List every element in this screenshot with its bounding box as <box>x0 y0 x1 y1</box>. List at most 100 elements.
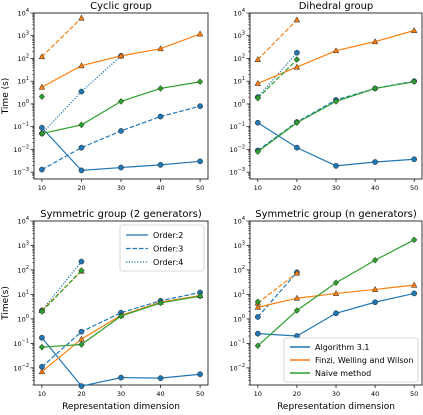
series-naive-order-2 <box>38 292 204 351</box>
data-point <box>196 30 204 37</box>
data-point <box>197 371 203 378</box>
data-point <box>38 83 46 90</box>
data-point <box>332 47 340 54</box>
y-tick-label: 104 <box>234 8 245 18</box>
y-tick-label: 100 <box>234 99 245 109</box>
data-point <box>157 45 164 52</box>
series-line <box>41 291 201 368</box>
data-point <box>78 328 85 335</box>
data-point <box>118 164 124 171</box>
data-point <box>293 119 301 127</box>
x-tick-label: 50 <box>410 184 418 192</box>
series-line <box>41 294 201 373</box>
x-tick-label: 10 <box>38 390 46 398</box>
chart-title: Dihedral group <box>299 1 374 12</box>
data-point <box>254 314 261 320</box>
x-tick-label: 20 <box>293 184 301 192</box>
data-point <box>294 144 300 151</box>
legend-label: Finzi, Welling and Wilson <box>315 356 413 365</box>
data-point <box>293 16 301 23</box>
data-point <box>78 121 85 129</box>
y-tick-label: 10−3 <box>229 167 245 177</box>
x-tick-label: 10 <box>254 184 262 192</box>
series-finzi-order-2 <box>38 292 204 375</box>
y-tick-label: 10−2 <box>229 144 245 154</box>
series-naive-order-3 <box>254 56 301 102</box>
data-point <box>78 167 85 174</box>
legend-label: Algorithm 3.1 <box>315 343 369 352</box>
y-tick-label: 103 <box>234 240 245 250</box>
data-point <box>39 334 45 341</box>
legend: Order:2 Order:3 Order:4 <box>119 224 205 272</box>
data-point <box>332 98 340 105</box>
data-point <box>254 330 261 337</box>
series-line <box>41 55 122 134</box>
data-point <box>78 14 85 21</box>
data-point <box>254 298 261 306</box>
data-point <box>254 119 261 126</box>
data-point <box>39 124 45 131</box>
series-naive-order-2 <box>38 78 204 137</box>
y-tick-label: 103 <box>18 240 29 250</box>
chart-title: Cyclic group <box>90 1 152 12</box>
y-tick-label: 101 <box>18 76 29 86</box>
data-point <box>78 267 85 274</box>
chart-title: Symmetric group (n generators) <box>255 209 417 220</box>
series-line <box>41 261 82 311</box>
legend-box <box>119 224 205 272</box>
data-point <box>254 55 262 62</box>
plot-frame <box>249 12 423 180</box>
data-point <box>196 78 204 86</box>
x-tick-label: 50 <box>410 390 418 398</box>
data-point <box>78 383 85 389</box>
x-tick-label: 50 <box>196 390 204 398</box>
data-point <box>157 162 164 168</box>
series-naive-order-3 <box>38 93 46 100</box>
data-point <box>118 128 124 134</box>
y-tick-label: 101 <box>18 289 29 299</box>
data-point <box>294 49 300 56</box>
data-point <box>411 290 418 297</box>
data-point <box>293 63 301 70</box>
series-algorithm-order-3 <box>254 269 300 320</box>
chart-title: Symmetric group (2 generators) <box>40 209 202 220</box>
data-point <box>117 312 125 320</box>
x-tick-label: 20 <box>293 390 301 398</box>
y-tick-label: 101 <box>234 76 245 86</box>
series-line <box>257 272 298 304</box>
y-tick-label: 104 <box>234 216 245 226</box>
x-tick-label: 40 <box>371 390 379 398</box>
plot-frame <box>33 12 209 180</box>
y-tick-label: 100 <box>234 314 245 324</box>
x-tick-label: 50 <box>196 184 204 192</box>
x-tick-label: 20 <box>77 184 85 192</box>
data-point <box>38 343 46 351</box>
y-tick-label: 102 <box>18 265 29 275</box>
data-point <box>254 79 262 86</box>
x-tick-label: 10 <box>38 184 46 192</box>
data-point <box>118 374 124 381</box>
legend-label: Order:2 <box>153 231 183 240</box>
y-tick-label: 10−1 <box>229 122 245 132</box>
series-line <box>41 127 201 171</box>
data-point <box>197 158 203 165</box>
legend-box <box>283 337 419 383</box>
series-line <box>257 80 415 151</box>
series-line <box>41 33 201 88</box>
data-point <box>293 56 301 63</box>
data-point <box>38 130 46 137</box>
data-point <box>411 78 418 86</box>
data-point <box>38 368 46 375</box>
y-tick-label: 100 <box>18 99 29 109</box>
legend-label: Order:4 <box>153 258 183 267</box>
data-point <box>411 156 418 163</box>
x-axis-label: Representation dimension <box>277 402 395 412</box>
data-point <box>333 162 339 169</box>
series-line <box>257 122 415 167</box>
series-line <box>41 270 82 312</box>
y-tick-label: 102 <box>234 53 245 63</box>
series-line <box>257 271 298 318</box>
y-tick-label: 10−3 <box>13 167 29 177</box>
y-tick-label: 10−2 <box>13 144 29 154</box>
